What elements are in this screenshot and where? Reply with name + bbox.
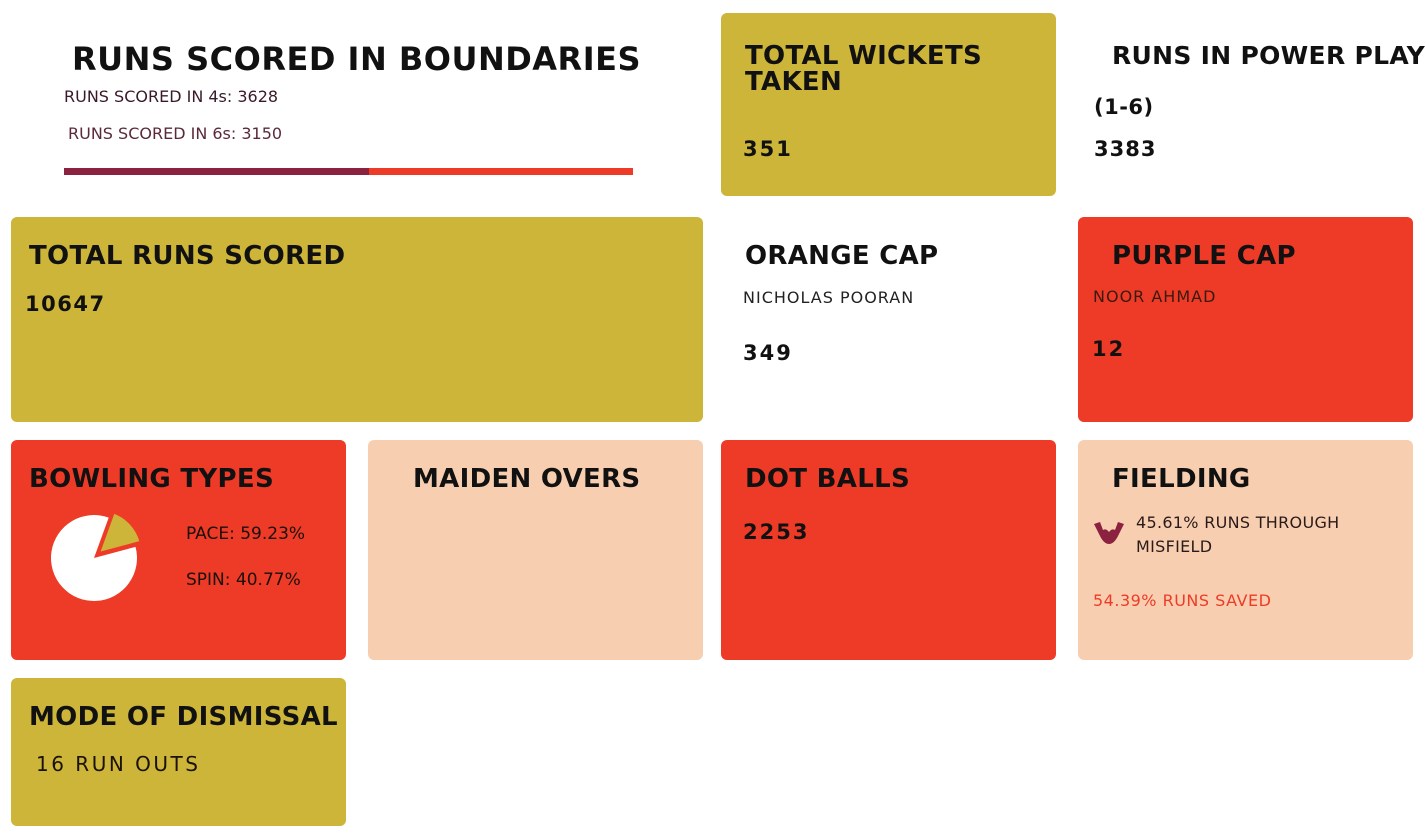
dismissal-card: MODE OF DISMISSAL 16 RUN OUTS [11,678,346,826]
dot-balls-card: DOT BALLS 2253 [721,440,1056,660]
pace-label: PACE: 59.23% [186,524,306,544]
total-wickets-title-line2: TAKEN [745,67,843,97]
orange-cap-player: NICHOLAS POORAN [743,288,915,307]
total-wickets-value: 351 [743,137,793,161]
total-runs-value: 10647 [25,292,106,316]
maiden-overs-card: MAIDEN OVERS [368,440,703,660]
dismissal-title: MODE OF DISMISSAL [29,702,338,732]
misfield-line1: 45.61% RUNS THROUGH [1136,513,1340,532]
purple-cap-value: 12 [1092,337,1126,361]
hands-icon [1094,522,1124,544]
sixes-segment [368,168,633,175]
pie-chart-icon [51,511,142,601]
boundaries-title: RUNS SCORED IN BOUNDARIES [72,40,641,78]
runs-saved-text: 54.39% RUNS SAVED [1093,591,1272,610]
maiden-overs-title: MAIDEN OVERS [413,464,641,494]
orange-cap-card: ORANGE CAP NICHOLAS POORAN 349 [721,217,1056,422]
total-runs-card: TOTAL RUNS SCORED 10647 [11,217,703,422]
fielding-card: FIELDING 45.61% RUNS THROUGH MISFIELD 54… [1078,440,1413,660]
sixes-runs-label: RUNS SCORED IN 6s: 3150 [68,124,283,143]
fours-segment [64,168,369,175]
powerplay-subtitle: (1-6) [1094,95,1154,119]
orange-cap-value: 349 [743,341,793,365]
spin-label: SPIN: 40.77% [186,570,301,590]
powerplay-card: RUNS IN POWER PLAY (1-6) 3383 [1076,13,1425,196]
powerplay-title: RUNS IN POWER PLAY [1112,41,1426,70]
total-wickets-card: TOTAL WICKETS TAKEN 351 [721,13,1056,196]
fours-runs-label: RUNS SCORED IN 4s: 3628 [64,87,279,106]
pie-pace-slice [51,515,137,601]
misfield-line2: MISFIELD [1136,537,1213,556]
total-wickets-title: TOTAL WICKETS TAKEN [745,43,982,95]
purple-cap-card: PURPLE CAP NOOR AHMAD 12 [1078,217,1413,422]
orange-cap-title: ORANGE CAP [745,241,939,271]
boundaries-progress-bar [64,168,633,175]
purple-cap-player: NOOR AHMAD [1093,287,1217,306]
fielding-title: FIELDING [1112,464,1251,494]
total-runs-title: TOTAL RUNS SCORED [29,241,346,271]
purple-cap-title: PURPLE CAP [1112,241,1296,271]
dismissal-value: 16 RUN OUTS [36,752,201,776]
bowling-types-title: BOWLING TYPES [29,464,274,494]
dot-balls-title: DOT BALLS [745,464,910,494]
dot-balls-value: 2253 [743,520,810,544]
pie-spin-slice [97,511,142,555]
powerplay-value: 3383 [1094,137,1157,161]
total-wickets-title-line1: TOTAL WICKETS [745,41,982,71]
misfield-text: 45.61% RUNS THROUGH MISFIELD [1136,511,1340,559]
bowling-types-card: BOWLING TYPES PACE: 59.23% SPIN: 40.77% [11,440,346,660]
